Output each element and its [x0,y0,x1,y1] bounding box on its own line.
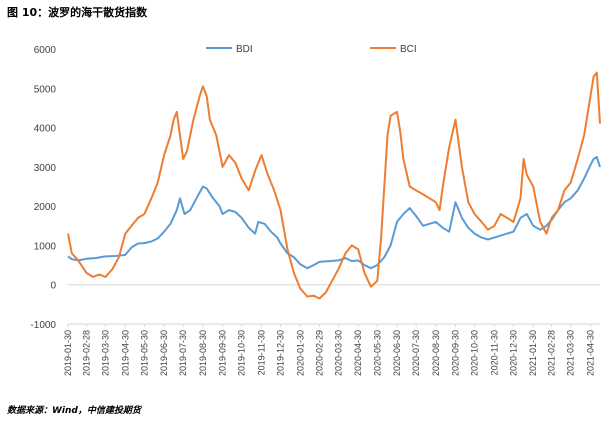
x-tick-label: 2021-02-28 [547,330,557,376]
y-tick-label: 0 [50,281,56,292]
x-tick-label: 2021-01-30 [528,330,538,376]
y-tick-label: 3000 [34,163,57,174]
x-tick-label: 2019-05-30 [139,330,149,376]
legend: BDI BCI [206,44,417,55]
x-tick-label: 2020-10-30 [470,330,480,376]
y-tick-label: -1000 [30,320,56,331]
x-tick-label: 2020-02-29 [314,330,324,376]
legend-label-bci: BCI [400,44,417,55]
y-tick-label: 2000 [34,202,57,213]
x-tick-label: 2019-01-30 [63,330,73,376]
x-tick-label: 2020-09-30 [451,330,461,376]
y-tick-label: 4000 [34,124,57,135]
x-tick-label: 2020-06-30 [392,330,402,376]
x-tick-label: 2019-09-30 [218,330,228,376]
x-tick-label: 2021-03-30 [566,330,576,376]
x-tick-label: 2020-03-30 [333,330,343,376]
x-tick-label: 2020-01-30 [295,330,305,376]
x-tick-label: 2019-04-30 [120,330,130,376]
x-tick-label: 2020-08-30 [431,330,441,376]
x-tick-label: 2019-10-30 [237,330,247,376]
data-source-note: 数据来源：Wind，中信建投期货 [7,406,141,416]
x-tick-label: 2019-07-30 [178,330,188,376]
x-tick-label: 2020-11-30 [489,330,499,375]
x-tick-label: 2020-12-30 [508,330,518,376]
series-layer [67,71,601,300]
x-tick-label: 2021-04-30 [585,330,595,376]
series-line-bci [67,71,601,300]
y-tick-label: 1000 [34,241,57,252]
chart-title: 图 10：波罗的海干散货指数 [7,6,148,19]
x-tick-label: 2019-06-30 [159,330,169,376]
x-tick-label: 2019-08-30 [198,330,208,376]
x-tick-label: 2020-04-30 [353,330,363,376]
legend-label-bdi: BDI [236,44,253,55]
x-tick-label: 2020-05-30 [372,330,382,376]
axes-layer: -1000 0 1000 2000 3000 4000 5000 6000 2019-01-30… [30,45,600,376]
x-tick-label: 2019-12-30 [276,330,286,376]
x-tick-label: 2019-02-28 [81,330,91,376]
x-tick-label: 2019-03-30 [101,330,111,376]
x-tick-label: 2020-07-30 [411,330,421,376]
x-tick-label: 2019-11-30 [256,330,266,375]
series-line-bdi [67,156,601,270]
y-tick-label: 5000 [34,84,57,95]
y-tick-label: 6000 [34,45,57,56]
